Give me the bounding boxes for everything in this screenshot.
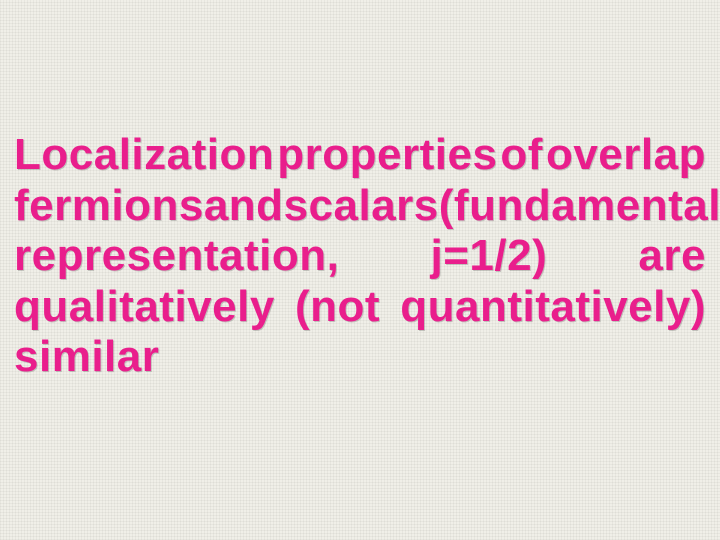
word: similar (14, 332, 159, 383)
line-1: Localization properties of overlap (14, 130, 706, 181)
word-not: (not (295, 282, 380, 333)
word: Localization (14, 130, 274, 181)
statement-paragraph: Localization properties of overlap fermi… (14, 130, 706, 383)
line-2: fermions and scalars (fundamental (14, 181, 706, 232)
word: of (500, 130, 543, 181)
word-qualitatively: qualitatively (14, 282, 275, 333)
word-quantitatively: quantitatively) (400, 282, 706, 333)
line-5: similar (14, 332, 706, 383)
word: and (204, 181, 284, 232)
slide-content: Localization properties of overlap fermi… (0, 130, 720, 383)
word: fermions (14, 181, 204, 232)
word: overlap (546, 130, 706, 181)
word: properties (277, 130, 497, 181)
word: are (638, 231, 706, 282)
line-3: representation, j=1/2) are (14, 231, 706, 282)
word: j=1/2) (431, 231, 548, 282)
word: scalars (284, 181, 439, 232)
word: (fundamental (439, 181, 720, 232)
word: representation, (14, 231, 339, 282)
line-4: qualitatively (not quantitatively) (14, 282, 706, 333)
